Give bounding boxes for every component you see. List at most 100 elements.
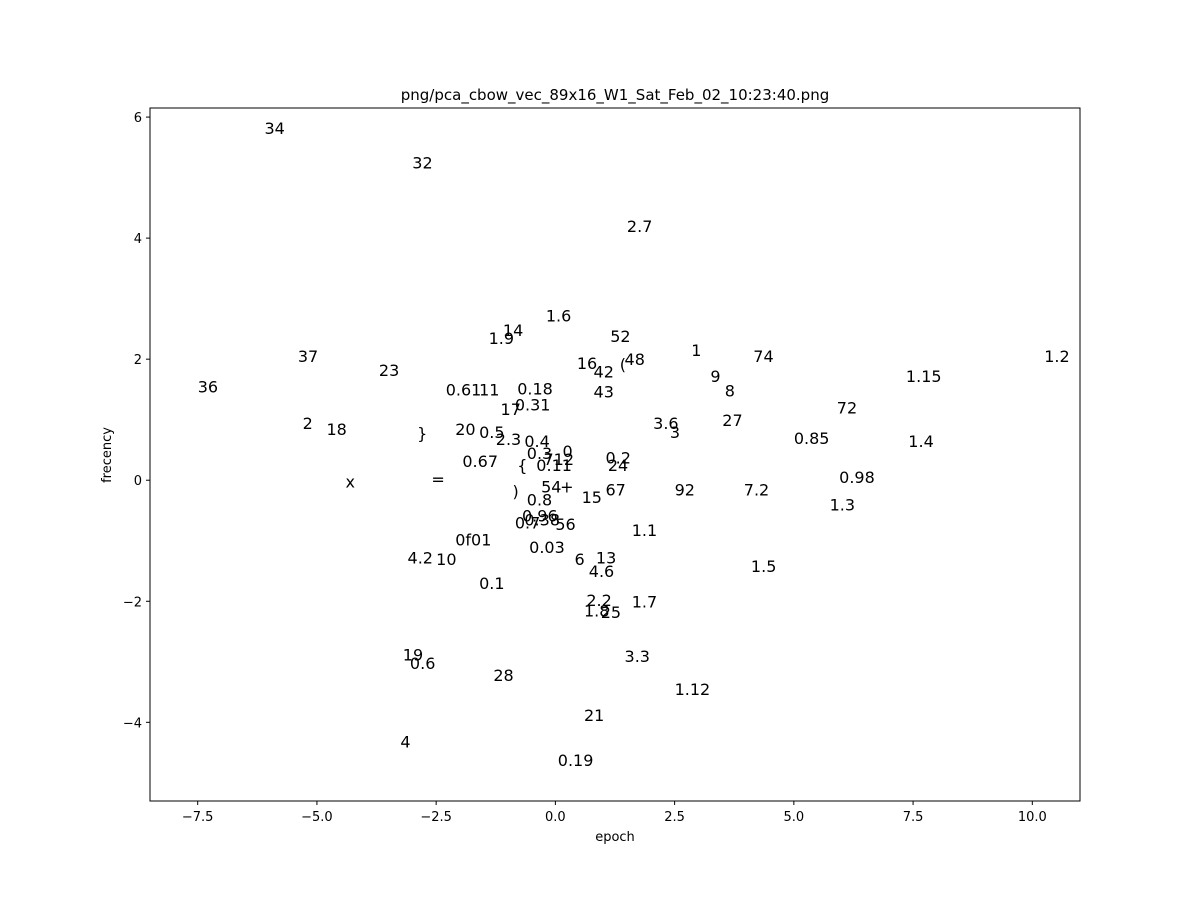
point-label: 0.5: [479, 423, 504, 442]
point-label: 20: [455, 420, 475, 439]
point-label: 27: [722, 411, 742, 430]
point-label: 0f01: [455, 531, 491, 550]
point-label: 0.1: [479, 574, 504, 593]
point-label: 0.2: [605, 448, 630, 467]
y-tick-label: 6: [134, 111, 142, 126]
point-label: 0.98: [839, 468, 875, 487]
x-tick-label: 5.0: [784, 810, 805, 825]
point-label: 1.7: [632, 592, 657, 611]
x-tick-label: 2.5: [664, 810, 685, 825]
point-label: 1.9: [489, 329, 514, 348]
point-label: 72: [837, 399, 857, 418]
point-label: 67: [605, 480, 625, 499]
point-label: 7.2: [744, 480, 769, 499]
point-label: 43: [594, 382, 614, 401]
point-label: 1.15: [906, 367, 942, 386]
point-label: 74: [753, 347, 773, 366]
point-label: 0.19: [558, 751, 594, 770]
point-label: 0.96: [522, 506, 558, 525]
point-label: 3.6: [653, 414, 678, 433]
point-label: 36: [198, 377, 218, 396]
point-label: 11: [479, 380, 499, 399]
point-label: 8: [725, 382, 735, 401]
point-label: 1.8: [584, 601, 609, 620]
y-axis-label: frecency: [100, 427, 115, 483]
point-label: (: [620, 355, 626, 374]
point-label: 1.2: [1044, 347, 1069, 366]
point-label: 0.3: [527, 444, 552, 463]
point-label: 34: [264, 119, 284, 138]
point-label: 13: [596, 549, 616, 568]
point-label: 42: [594, 362, 614, 381]
point-label: 6: [574, 550, 584, 569]
point-label: 32: [412, 154, 432, 173]
x-tick-label: −7.5: [182, 810, 214, 825]
point-label: 2.3: [496, 430, 521, 449]
point-label: 0.31: [515, 396, 551, 415]
y-tick-label: 0: [134, 474, 142, 489]
point-label: 23: [379, 361, 399, 380]
x-tick-label: 10.0: [1018, 810, 1047, 825]
y-tick-label: −2: [123, 595, 142, 610]
point-label: 3.3: [625, 647, 650, 666]
x-tick-label: −5.0: [301, 810, 333, 825]
x-tick-label: 7.5: [903, 810, 924, 825]
x-axis: −7.5 −5.0 −2.5 0.0 2.5 5.0 7.5 10.0: [182, 801, 1047, 825]
point-label: 0.67: [462, 452, 498, 471]
point-label: 2.2: [586, 591, 611, 610]
point-label: 17: [501, 400, 521, 419]
point-label: 0.61: [446, 380, 482, 399]
point-label: 0.4: [524, 432, 549, 451]
x-tick-label: −2.5: [420, 810, 452, 825]
point-label: +: [560, 477, 573, 496]
y-tick-label: −4: [123, 716, 142, 731]
point-label: 25: [601, 603, 621, 622]
point-label: 1.4: [908, 432, 933, 451]
point-label: 2: [303, 414, 313, 433]
point-label: 1.3: [830, 495, 855, 514]
point-label: 56: [555, 515, 575, 534]
point-label: 0: [563, 442, 573, 461]
point-label: 24: [608, 456, 628, 475]
plot-area-frame: [149, 107, 1081, 802]
point-label: ): [512, 482, 518, 501]
point-label: 0.85: [794, 429, 830, 448]
point-label: 10: [436, 550, 456, 569]
point-label: 0.03: [529, 538, 565, 557]
y-tick-label: 2: [134, 353, 142, 368]
point-label: }: [417, 424, 427, 443]
point-label: 1.1: [632, 521, 657, 540]
point-label: 1.12: [675, 680, 711, 699]
y-tick-label: 4: [134, 232, 142, 247]
point-label: 21: [584, 706, 604, 725]
point-label: 9: [710, 367, 720, 386]
y-axis: −4 −2 0 2 4 6: [123, 111, 150, 731]
chart-title: png/pca_cbow_vec_89x16_W1_Sat_Feb_02_10:…: [401, 86, 829, 105]
point-label: 0.8: [527, 491, 552, 510]
point-label: 15: [582, 488, 602, 507]
point-label: 0.11: [536, 456, 572, 475]
point-label: 4.6: [589, 562, 614, 581]
point-label: 0.6: [410, 654, 435, 673]
point-label: 19: [403, 646, 423, 665]
point-label: {: [517, 456, 527, 475]
point-label: 16: [577, 354, 597, 373]
point-label: 0.38: [524, 511, 560, 530]
point-label: 712: [543, 450, 574, 469]
point-label: 54: [541, 477, 561, 496]
point-label: 92: [675, 480, 695, 499]
point-label: 3: [670, 423, 680, 442]
point-label: 0.7: [515, 514, 540, 533]
point-label: 0.18: [517, 379, 553, 398]
point-label: 48: [625, 350, 645, 369]
point-label: 4.2: [408, 549, 433, 568]
point-label: 1.5: [751, 557, 776, 576]
point-label: 14: [503, 321, 523, 340]
point-label: x: [346, 472, 355, 491]
x-axis-label: epoch: [595, 830, 635, 845]
point-label: 1: [691, 341, 701, 360]
point-label: 4: [400, 733, 410, 752]
point-label: 2.7: [627, 217, 652, 236]
